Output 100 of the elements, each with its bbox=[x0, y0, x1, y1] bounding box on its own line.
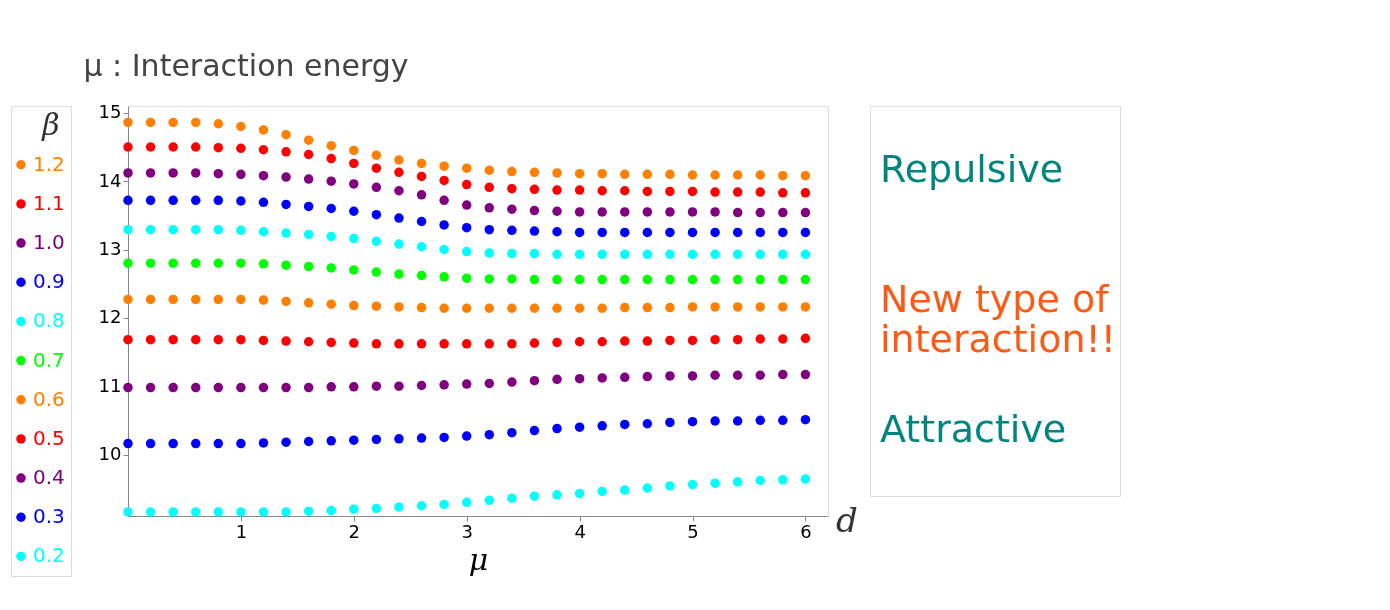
point bbox=[213, 507, 224, 517]
point bbox=[439, 380, 449, 390]
point bbox=[642, 371, 653, 382]
point bbox=[258, 295, 269, 305]
point bbox=[778, 274, 788, 285]
point bbox=[191, 438, 201, 449]
point bbox=[281, 382, 291, 393]
point bbox=[755, 334, 765, 344]
x-tick-label: 2 bbox=[348, 520, 361, 542]
point bbox=[710, 207, 720, 217]
point bbox=[371, 267, 382, 277]
point bbox=[574, 185, 585, 195]
point bbox=[552, 185, 562, 195]
point bbox=[191, 294, 201, 305]
point bbox=[326, 231, 336, 242]
x-tick-label: 1 bbox=[235, 520, 248, 542]
point bbox=[665, 249, 675, 260]
point bbox=[258, 335, 269, 346]
point bbox=[529, 303, 540, 313]
point bbox=[642, 207, 653, 217]
point bbox=[213, 195, 224, 206]
point bbox=[191, 334, 201, 345]
point bbox=[236, 225, 246, 236]
point bbox=[213, 119, 224, 129]
point bbox=[710, 187, 720, 197]
point bbox=[123, 294, 133, 305]
point bbox=[529, 205, 540, 216]
point bbox=[800, 369, 811, 380]
point bbox=[416, 216, 427, 227]
point bbox=[755, 302, 765, 312]
point bbox=[236, 438, 246, 449]
point bbox=[529, 248, 540, 259]
point bbox=[800, 302, 811, 312]
point bbox=[620, 302, 630, 313]
point bbox=[326, 505, 336, 516]
point bbox=[732, 249, 743, 260]
point bbox=[439, 303, 449, 313]
point bbox=[552, 249, 562, 260]
point bbox=[507, 377, 517, 387]
point bbox=[349, 300, 359, 311]
point bbox=[597, 303, 607, 313]
point bbox=[552, 168, 562, 178]
point bbox=[236, 294, 246, 305]
point bbox=[213, 334, 224, 345]
point bbox=[800, 188, 811, 198]
point bbox=[145, 507, 156, 517]
point bbox=[755, 415, 765, 426]
point bbox=[213, 224, 224, 235]
point bbox=[529, 375, 540, 386]
point bbox=[303, 506, 314, 516]
point bbox=[461, 431, 472, 441]
point bbox=[123, 438, 133, 449]
point bbox=[620, 274, 630, 285]
point bbox=[394, 167, 404, 178]
point bbox=[574, 422, 585, 432]
point bbox=[236, 121, 246, 132]
point bbox=[755, 207, 765, 218]
point bbox=[778, 249, 788, 260]
point bbox=[755, 227, 765, 238]
point bbox=[665, 169, 675, 180]
point bbox=[303, 298, 314, 308]
point bbox=[349, 233, 359, 244]
point bbox=[597, 373, 607, 383]
point bbox=[507, 339, 517, 349]
point bbox=[349, 382, 359, 392]
point bbox=[394, 269, 404, 279]
point bbox=[529, 425, 540, 436]
point bbox=[416, 242, 427, 252]
point bbox=[710, 334, 720, 345]
point bbox=[620, 186, 630, 196]
legend-label: 0.6 bbox=[33, 386, 65, 411]
point bbox=[642, 249, 653, 260]
text: New type of interaction!! bbox=[880, 277, 1116, 361]
point bbox=[416, 339, 427, 349]
point bbox=[439, 499, 449, 510]
point bbox=[236, 507, 246, 517]
point bbox=[687, 274, 698, 285]
point bbox=[394, 339, 404, 349]
point bbox=[123, 168, 133, 178]
point bbox=[620, 169, 630, 180]
point bbox=[778, 207, 788, 218]
point bbox=[123, 382, 133, 393]
point bbox=[574, 303, 585, 313]
point bbox=[371, 434, 382, 445]
point bbox=[800, 333, 811, 344]
point bbox=[665, 417, 675, 428]
point bbox=[168, 258, 178, 268]
point bbox=[416, 171, 427, 182]
point bbox=[687, 170, 698, 180]
point bbox=[507, 183, 517, 194]
point bbox=[642, 336, 653, 346]
point bbox=[778, 170, 788, 181]
point bbox=[574, 249, 585, 260]
point bbox=[281, 199, 291, 210]
point bbox=[349, 265, 359, 275]
point bbox=[439, 175, 449, 186]
point bbox=[484, 339, 495, 349]
point bbox=[439, 161, 449, 171]
point bbox=[597, 249, 607, 260]
point bbox=[732, 207, 743, 218]
